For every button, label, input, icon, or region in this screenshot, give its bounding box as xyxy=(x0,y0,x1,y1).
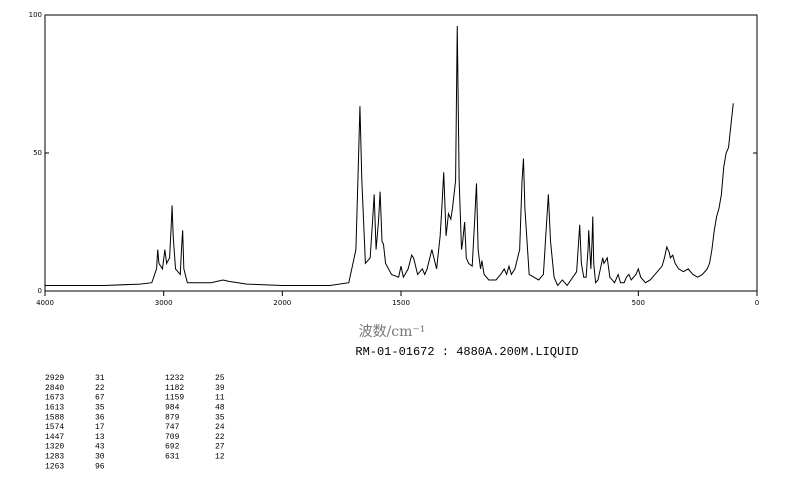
peak-intensity: 12 xyxy=(215,453,225,462)
y-tick-label: 0 xyxy=(38,287,42,295)
peak-intensity: 11 xyxy=(215,394,225,403)
peak-wavenumber: 1232 xyxy=(165,374,184,383)
peak-wavenumber: 1613 xyxy=(45,404,64,413)
x-tick-label: 1500 xyxy=(392,299,410,307)
peak-wavenumber: 1588 xyxy=(45,413,64,422)
peak-wavenumber: 1182 xyxy=(165,384,184,393)
peak-intensity: 35 xyxy=(95,404,105,413)
peak-intensity: 31 xyxy=(95,374,105,383)
peak-intensity: 36 xyxy=(95,413,105,422)
peak-wavenumber: 879 xyxy=(165,413,180,422)
peak-intensity: 67 xyxy=(95,394,105,403)
peak-intensity: 43 xyxy=(95,443,105,452)
peak-wavenumber: 1159 xyxy=(165,394,184,403)
peak-intensity: 22 xyxy=(215,433,225,442)
peak-wavenumber: 1263 xyxy=(45,462,64,471)
x-tick-label: 4000 xyxy=(36,299,54,307)
peak-wavenumber: 2840 xyxy=(45,384,64,393)
peak-intensity: 30 xyxy=(95,453,105,462)
x-tick-label: 500 xyxy=(632,299,645,307)
peak-intensity: 17 xyxy=(95,423,105,432)
peak-wavenumber: 1673 xyxy=(45,394,64,403)
peak-intensity: 96 xyxy=(95,462,105,471)
y-tick-label: 50 xyxy=(33,149,42,157)
peak-wavenumber: 747 xyxy=(165,423,180,432)
peak-intensity: 13 xyxy=(95,433,105,442)
peak-intensity: 22 xyxy=(95,384,105,393)
peak-intensity: 25 xyxy=(215,374,225,383)
x-tick-label: 3000 xyxy=(155,299,173,307)
peak-wavenumber: 692 xyxy=(165,443,180,452)
x-tick-label: 0 xyxy=(755,299,759,307)
peak-intensity: 35 xyxy=(215,413,225,422)
peak-intensity: 39 xyxy=(215,384,225,393)
peak-wavenumber: 1574 xyxy=(45,423,64,432)
x-tick-label: 2000 xyxy=(273,299,291,307)
y-tick-label: 100 xyxy=(29,11,42,19)
peak-wavenumber: 984 xyxy=(165,404,180,413)
peak-wavenumber: 1320 xyxy=(45,443,64,452)
peak-wavenumber: 631 xyxy=(165,453,180,462)
x-axis-label: 波数/cm⁻¹ xyxy=(359,324,426,340)
peak-intensity: 48 xyxy=(215,404,225,413)
peak-wavenumber: 1283 xyxy=(45,453,64,462)
peak-wavenumber: 1447 xyxy=(45,433,64,442)
plot-frame xyxy=(44,14,758,292)
spectrum-line xyxy=(45,26,734,287)
peak-wavenumber: 2929 xyxy=(45,374,64,383)
peak-intensity: 27 xyxy=(215,443,225,452)
peak-wavenumber: 709 xyxy=(165,433,180,442)
peak-intensity: 24 xyxy=(215,423,225,432)
subtitle: RM-01-01672 : 4880A.200M.LIQUID xyxy=(355,345,578,359)
